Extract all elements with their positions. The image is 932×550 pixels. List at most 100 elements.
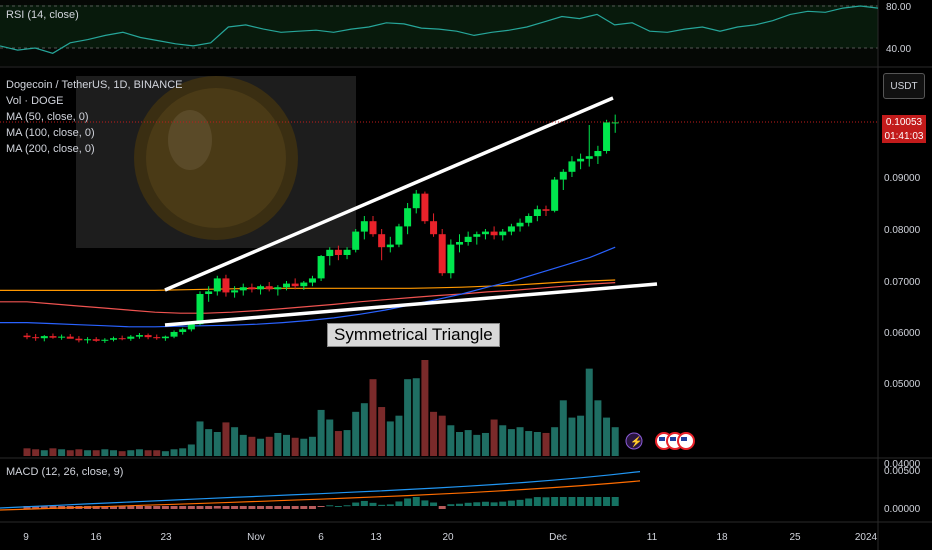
- time-tick: 16: [90, 532, 102, 543]
- candle[interactable]: [231, 286, 239, 298]
- candle[interactable]: [533, 205, 541, 222]
- lower-trendline[interactable]: [164, 282, 658, 327]
- candle[interactable]: [430, 213, 438, 237]
- macd-histogram-bar: [559, 497, 567, 506]
- volume-bar: [75, 449, 83, 456]
- candle[interactable]: [317, 255, 325, 281]
- candle[interactable]: [343, 247, 351, 260]
- legend-ma100[interactable]: MA (100, close, 0): [6, 127, 95, 139]
- candle[interactable]: [291, 278, 299, 290]
- candle[interactable]: [542, 205, 550, 216]
- upper-trendline[interactable]: [164, 96, 614, 292]
- candle[interactable]: [66, 334, 74, 339]
- candle[interactable]: [144, 333, 152, 340]
- candle[interactable]: [577, 153, 585, 170]
- macd-histogram-bar: [507, 500, 515, 506]
- candle[interactable]: [559, 169, 567, 190]
- candle[interactable]: [127, 335, 135, 341]
- legend-ma50[interactable]: MA (50, close, 0): [6, 111, 89, 123]
- candle[interactable]: [456, 234, 463, 253]
- macd-histogram-bar: [317, 506, 325, 507]
- candle[interactable]: [464, 231, 472, 246]
- candle[interactable]: [490, 226, 498, 240]
- candle[interactable]: [40, 335, 48, 342]
- candle[interactable]: [360, 216, 368, 240]
- candle[interactable]: [507, 223, 515, 236]
- legend-ma200[interactable]: MA (200, close, 0): [6, 143, 95, 155]
- candle[interactable]: [499, 229, 507, 241]
- volume-bar: [516, 427, 524, 456]
- candle[interactable]: [352, 229, 360, 253]
- macd-histogram-bar: [533, 497, 541, 506]
- candle[interactable]: [438, 229, 446, 276]
- candle[interactable]: [481, 229, 489, 240]
- currency-selector[interactable]: USDT: [883, 73, 925, 99]
- candle[interactable]: [179, 327, 187, 335]
- candle[interactable]: [161, 335, 169, 341]
- candle[interactable]: [75, 336, 83, 343]
- candle[interactable]: [153, 334, 161, 340]
- candle[interactable]: [525, 213, 533, 227]
- candle[interactable]: [421, 191, 429, 224]
- volume-bar: [386, 421, 394, 456]
- macd-histogram-bar: [499, 501, 507, 506]
- candle[interactable]: [334, 245, 342, 261]
- candle[interactable]: [196, 291, 204, 326]
- legend-volume[interactable]: Vol · DOGE: [6, 95, 64, 107]
- volume-bar: [603, 417, 611, 456]
- macd-histogram-bar: [135, 506, 143, 509]
- candle[interactable]: [386, 236, 394, 253]
- candle[interactable]: [84, 337, 92, 344]
- time-tick: 9: [23, 532, 29, 543]
- candle[interactable]: [110, 336, 117, 342]
- volume-bar: [291, 437, 299, 456]
- candle[interactable]: [205, 286, 213, 302]
- candle[interactable]: [585, 125, 593, 167]
- candle[interactable]: [395, 223, 403, 248]
- candle[interactable]: [473, 231, 481, 245]
- candle[interactable]: [213, 275, 221, 296]
- candle[interactable]: [300, 281, 308, 290]
- candle[interactable]: [404, 203, 412, 235]
- candle[interactable]: [603, 119, 611, 154]
- pattern-annotation[interactable]: Symmetrical Triangle: [327, 323, 500, 347]
- candle[interactable]: [568, 156, 576, 177]
- candle[interactable]: [32, 334, 40, 341]
- candle[interactable]: [551, 177, 559, 213]
- volume-bar: [274, 432, 282, 456]
- candle[interactable]: [308, 275, 316, 287]
- macd-histogram-bar: [360, 500, 368, 506]
- candle[interactable]: [23, 333, 31, 340]
- symbol-title[interactable]: Dogecoin / TetherUS, 1D, BINANCE: [6, 79, 183, 91]
- candle[interactable]: [58, 334, 66, 340]
- candle[interactable]: [222, 274, 230, 297]
- volume-bar: [257, 438, 265, 456]
- macd-histogram-bar: [248, 506, 256, 509]
- candle[interactable]: [49, 333, 57, 339]
- candle[interactable]: [170, 330, 178, 339]
- candle[interactable]: [378, 229, 386, 261]
- candle[interactable]: [135, 333, 143, 339]
- rsi-band: [0, 5, 878, 48]
- candle[interactable]: [283, 281, 290, 291]
- candle[interactable]: [257, 284, 265, 295]
- candle[interactable]: [516, 218, 524, 232]
- candle[interactable]: [274, 285, 282, 296]
- candle[interactable]: [326, 247, 334, 266]
- volume-bar: [404, 379, 412, 456]
- candle[interactable]: [118, 335, 126, 341]
- us-flag-event-icon[interactable]: [655, 432, 695, 450]
- candle[interactable]: [369, 216, 377, 237]
- volume-bar: [525, 431, 533, 456]
- candle[interactable]: [92, 337, 100, 342]
- volume-bar: [421, 360, 429, 456]
- lightning-event-icon[interactable]: ⚡: [625, 432, 643, 450]
- candle[interactable]: [412, 190, 420, 214]
- candle[interactable]: [239, 283, 247, 296]
- candle[interactable]: [101, 338, 109, 343]
- candle[interactable]: [611, 114, 619, 133]
- candle[interactable]: [447, 239, 455, 279]
- candle[interactable]: [248, 283, 256, 293]
- candle[interactable]: [265, 282, 273, 292]
- candle[interactable]: [594, 145, 602, 164]
